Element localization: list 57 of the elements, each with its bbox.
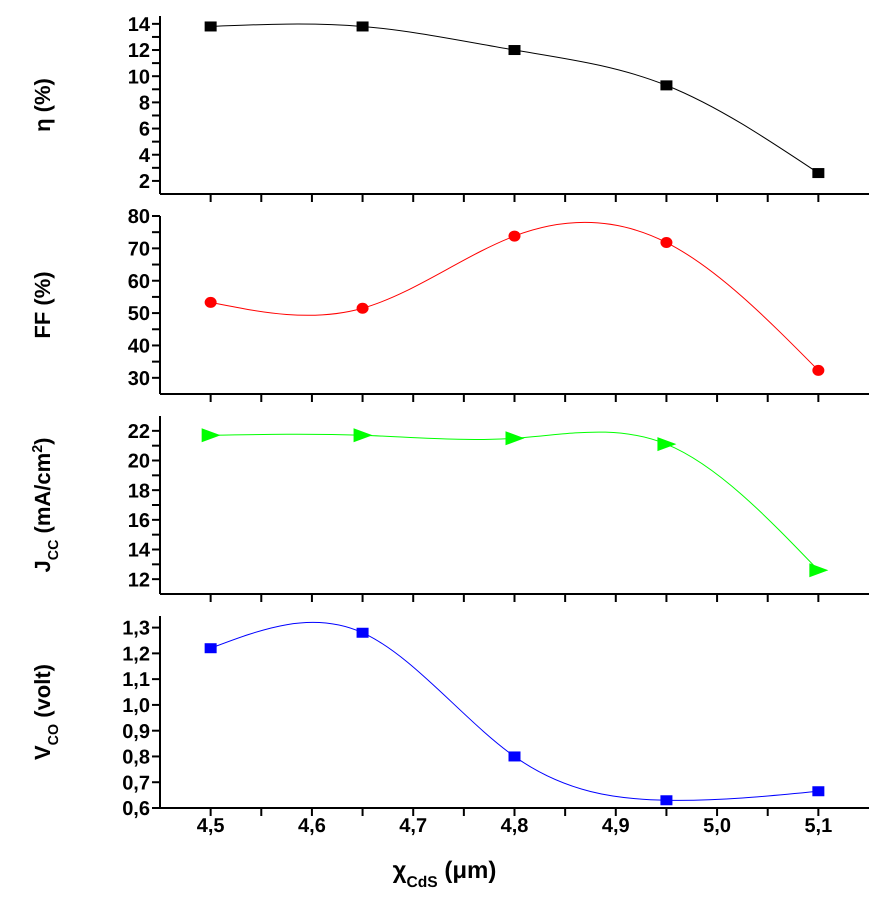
x-tick-label: 4,8 — [500, 815, 528, 838]
y-tick-label: 50 — [128, 303, 150, 326]
x-tick-label: 5,1 — [804, 815, 832, 838]
point — [204, 296, 217, 308]
x-tick-label: 4,7 — [399, 815, 428, 838]
point — [204, 643, 217, 654]
point — [812, 364, 824, 376]
point — [202, 428, 221, 442]
point — [354, 428, 373, 442]
point — [204, 21, 217, 32]
y-tick-label: 6 — [138, 118, 150, 141]
y-axis-title: FF (%) — [30, 271, 55, 339]
y-tick-label: 22 — [128, 420, 150, 443]
y-tick-label: 30 — [128, 368, 150, 390]
y-tick-label: 14 — [128, 540, 151, 562]
y-tick-label: 18 — [128, 480, 150, 502]
point — [809, 563, 828, 578]
y-tick-label: 4 — [138, 144, 151, 167]
point — [812, 168, 824, 178]
point — [506, 431, 524, 446]
y-tick-label: 12 — [128, 40, 150, 62]
point — [660, 795, 672, 806]
point — [356, 628, 369, 638]
y-tick-label: 2 — [138, 171, 150, 194]
y-tick-label: 14 — [128, 14, 151, 36]
y-tick-label: 8 — [138, 92, 150, 114]
y-tick-label: 1,2 — [122, 643, 150, 666]
y-tick-label: 1,3 — [122, 618, 150, 640]
point — [660, 237, 672, 248]
point — [356, 302, 369, 314]
y-tick-label: 80 — [128, 206, 150, 228]
y-tick-label: 12 — [128, 569, 150, 592]
x-tick-label: 4,6 — [298, 815, 326, 838]
y-tick-label: 1,1 — [122, 669, 150, 692]
y-tick-label: 10 — [128, 66, 150, 88]
point — [508, 751, 520, 762]
y-tick-label: 0,8 — [122, 746, 150, 769]
x-tick-label: 5,0 — [703, 815, 731, 838]
x-tick-label: 4,9 — [602, 815, 630, 838]
point — [660, 80, 672, 90]
point — [508, 230, 520, 242]
y-tick-label: 70 — [128, 238, 150, 260]
point — [657, 437, 676, 452]
y-tick-label: 0,9 — [122, 720, 150, 743]
point — [508, 45, 520, 56]
y-tick-label: 20 — [128, 450, 150, 473]
y-tick-label: 40 — [128, 336, 150, 358]
x-tick-label: 4,5 — [196, 815, 225, 838]
x-axis-title: χ$_{CdS}$ (μm) — [392, 857, 496, 890]
y-tick-label: 16 — [128, 510, 150, 532]
y-tick-label: 1,0 — [122, 695, 150, 718]
point — [356, 21, 369, 32]
y-tick-label: 0,7 — [122, 772, 150, 794]
point — [812, 786, 824, 796]
y-tick-label: 0,6 — [122, 798, 150, 820]
y-axis-title: η (%) — [30, 78, 55, 132]
y-tick-label: 60 — [128, 270, 150, 293]
